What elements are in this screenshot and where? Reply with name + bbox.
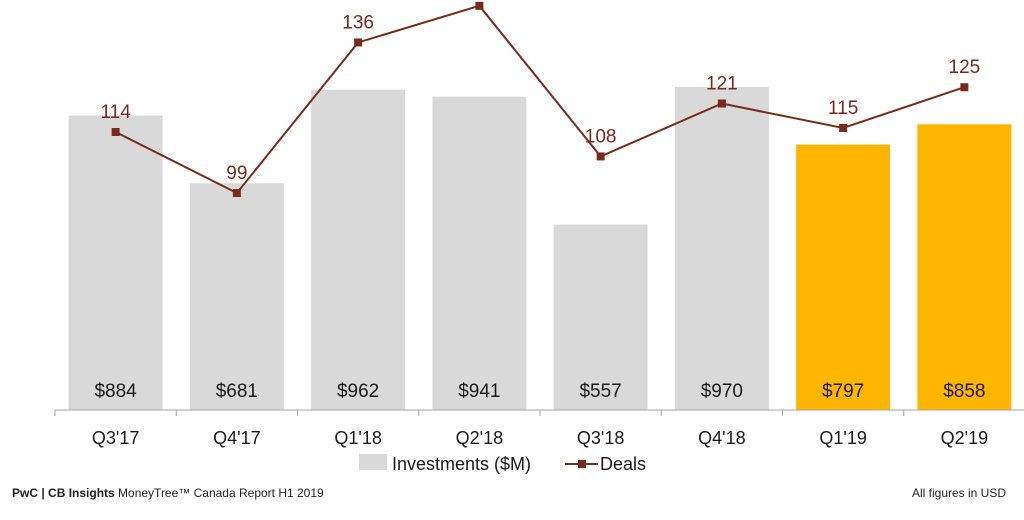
deals-value-label-0: 114 bbox=[100, 102, 131, 123]
x-tick-label-2: Q1'18 bbox=[334, 428, 381, 448]
bar-value-label-1: $681 bbox=[216, 381, 258, 402]
x-tick-label-6: Q1'19 bbox=[819, 428, 866, 448]
legend-label-deals: Deals bbox=[600, 454, 646, 474]
legend-swatch-deals-marker bbox=[578, 460, 586, 468]
bar-value-label-6: $797 bbox=[822, 381, 864, 402]
source-report: MoneyTree™ Canada Report H1 2019 bbox=[114, 486, 324, 500]
x-tick-label-5: Q4'18 bbox=[698, 428, 745, 448]
deals-value-label-2: 136 bbox=[342, 12, 374, 33]
deals-point-2 bbox=[354, 38, 363, 47]
bar-value-label-0: $884 bbox=[94, 381, 137, 402]
deals-value-label-6: 115 bbox=[828, 98, 858, 119]
x-tick-label-4: Q3'18 bbox=[577, 428, 624, 448]
legend-label-investments: Investments ($M) bbox=[392, 454, 531, 474]
deals-point-4 bbox=[596, 152, 605, 161]
deals-point-1 bbox=[232, 189, 241, 198]
bar-6 bbox=[796, 144, 891, 410]
x-tick-label-3: Q2'18 bbox=[456, 428, 503, 448]
investment-bars bbox=[68, 86, 1012, 411]
legend-swatch-investments bbox=[359, 454, 387, 470]
deals-point-6 bbox=[839, 123, 848, 132]
bar-1 bbox=[189, 183, 284, 410]
bar-5 bbox=[674, 86, 769, 411]
source-footer: PwC | CB Insights MoneyTree™ Canada Repo… bbox=[12, 486, 324, 500]
deals-value-label-1: 99 bbox=[226, 163, 247, 184]
deals-data-labels: 11499136145108121115125 bbox=[100, 12, 981, 184]
deals-point-3 bbox=[475, 1, 484, 10]
investment-bar-labels: $884 $681 $962 $941 $557 $970 $797 $858 bbox=[94, 381, 985, 402]
bar-value-label-4: $557 bbox=[579, 381, 621, 402]
x-tick-label-1: Q4'17 bbox=[213, 428, 260, 448]
deals-line-series bbox=[111, 1, 969, 198]
bar-7 bbox=[917, 124, 1012, 410]
x-tick-label-0: Q3'17 bbox=[92, 428, 139, 448]
deals-value-label-7: 125 bbox=[949, 57, 981, 78]
x-axis-tick-labels: Q3'17 Q4'17 Q1'18 Q2'18 Q3'18 Q4'18 Q1'19 Q2'19 bbox=[92, 428, 988, 448]
bar-value-label-3: $941 bbox=[458, 381, 500, 402]
currency-note: All figures in USD bbox=[911, 486, 1006, 500]
x-tick-label-7: Q2'19 bbox=[941, 428, 988, 448]
deals-value-label-4: 108 bbox=[585, 126, 617, 147]
deals-value-label-5: 121 bbox=[706, 74, 738, 95]
x-axis-ticks bbox=[54, 410, 905, 416]
bar-3 bbox=[432, 96, 527, 410]
deals-point-5 bbox=[717, 99, 726, 108]
legend: Investments ($M) Deals bbox=[359, 454, 646, 474]
bar-value-label-5: $970 bbox=[701, 381, 743, 402]
deals-line bbox=[115, 4, 965, 195]
bar-value-label-2: $962 bbox=[337, 381, 379, 402]
bar-2 bbox=[311, 89, 406, 411]
source-brand: PwC | CB Insights bbox=[12, 486, 115, 500]
bar-0 bbox=[68, 115, 163, 411]
bar-4 bbox=[553, 224, 648, 410]
bar-value-label-7: $858 bbox=[943, 381, 985, 402]
deals-point-7 bbox=[960, 83, 969, 92]
deals-point-0 bbox=[111, 128, 120, 136]
